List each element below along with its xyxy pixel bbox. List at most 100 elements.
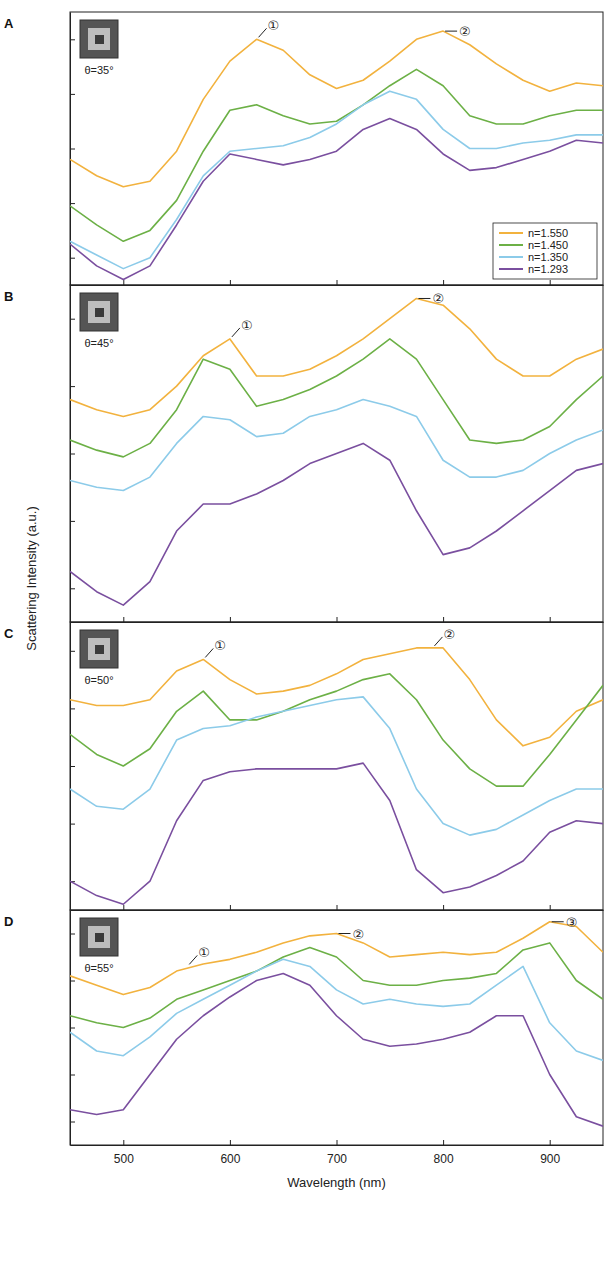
inset: θ=50° xyxy=(80,630,118,686)
peak-annotation: ① xyxy=(205,638,226,657)
y-axis-title: Scattering Intensity (a.u.) xyxy=(24,506,39,651)
y-tick xyxy=(70,319,75,320)
x-tick-mark xyxy=(123,280,124,285)
y-tick xyxy=(70,454,75,455)
plot-area xyxy=(70,31,603,279)
x-tick xyxy=(443,280,444,285)
legend: n=1.550n=1.450n=1.350n=1.293 xyxy=(493,223,597,279)
x-tick xyxy=(337,280,338,285)
inset-core xyxy=(95,35,104,44)
series-line xyxy=(70,973,603,1126)
y-tick xyxy=(70,708,75,709)
annotation-label: ① xyxy=(214,638,226,653)
x-tick xyxy=(550,280,551,285)
inset-label: θ=35° xyxy=(84,64,113,76)
y-tick xyxy=(70,651,75,652)
legend-swatch xyxy=(499,268,523,270)
x-tick-label: 900 xyxy=(540,1152,560,1166)
panel: θ=45°①② xyxy=(70,285,604,623)
x-axis: 500600700800900 xyxy=(71,1140,604,1166)
panel-letter: D xyxy=(4,914,13,929)
inset-image xyxy=(80,630,118,668)
plot-frame xyxy=(70,910,603,1145)
x-tick-mark xyxy=(443,905,444,910)
y-tick xyxy=(70,588,75,589)
y-tick xyxy=(70,521,75,522)
y-tick-mark xyxy=(70,651,75,652)
x-tick-mark xyxy=(443,280,444,285)
y-tick-mark xyxy=(70,203,75,204)
legend-label: n=1.550 xyxy=(528,227,568,239)
x-tick-mark xyxy=(550,617,551,622)
x-tick-mark xyxy=(230,905,231,910)
peak-annotation: ③ xyxy=(552,915,578,930)
series-line xyxy=(70,31,603,187)
x-tick xyxy=(443,617,444,622)
y-tick-mark xyxy=(70,708,75,709)
x-tick-mark xyxy=(230,1140,231,1145)
annotation-label: ① xyxy=(241,318,253,333)
x-tick-mark xyxy=(550,905,551,910)
x-tick xyxy=(123,617,124,622)
x-tick-mark xyxy=(337,1140,338,1145)
y-tick xyxy=(70,934,75,935)
x-tick-mark xyxy=(550,280,551,285)
y-tick-mark xyxy=(70,94,75,95)
x-axis-title: Wavelength (nm) xyxy=(287,1175,386,1190)
peak-annotation: ① xyxy=(232,318,253,337)
y-tick-mark xyxy=(70,766,75,767)
x-tick-label: 700 xyxy=(327,1152,347,1166)
annotation-leader xyxy=(434,637,442,646)
inset-particle xyxy=(88,638,110,660)
legend-label: n=1.293 xyxy=(528,263,568,275)
legend-swatch xyxy=(499,232,523,234)
x-tick xyxy=(337,617,338,622)
y-tick-mark xyxy=(70,1075,75,1076)
inset: θ=35° xyxy=(80,20,118,76)
annotation-leader xyxy=(189,955,197,964)
series-line xyxy=(70,959,603,1060)
x-tick-mark xyxy=(550,1140,551,1145)
x-tick xyxy=(337,905,338,910)
annotation-leader xyxy=(259,28,267,37)
x-tick-mark xyxy=(230,617,231,622)
x-tick xyxy=(230,617,231,622)
inset: θ=55° xyxy=(80,918,118,974)
series-line xyxy=(70,339,603,457)
y-tick-mark xyxy=(70,1028,75,1029)
inset-particle xyxy=(88,28,110,50)
y-tick-mark xyxy=(70,1122,75,1123)
annotation-leader xyxy=(232,328,240,337)
annotation-label: ① xyxy=(268,18,280,33)
plot-area xyxy=(70,298,603,605)
y-tick-mark xyxy=(70,39,75,40)
x-tick xyxy=(443,905,444,910)
y-tick xyxy=(70,386,75,387)
x-tick xyxy=(123,905,124,910)
y-tick-mark xyxy=(70,149,75,150)
panel: 500600700800900θ=55°①②③ xyxy=(70,910,604,1166)
legend-label: n=1.350 xyxy=(528,251,568,263)
annotation-label: ① xyxy=(198,945,210,960)
y-tick-mark xyxy=(70,934,75,935)
legend-swatch xyxy=(499,244,523,246)
chart: Scattering Intensity (a.u.)θ=35°①②n=1.55… xyxy=(0,0,611,1262)
annotation-leader xyxy=(445,31,457,32)
y-axis xyxy=(70,623,75,911)
inset-particle xyxy=(88,301,110,323)
inset-image xyxy=(80,293,118,331)
y-tick xyxy=(70,824,75,825)
panel-letter: C xyxy=(4,626,14,641)
x-tick-mark xyxy=(337,617,338,622)
series-line xyxy=(70,118,603,279)
annotation-leader xyxy=(552,921,564,922)
x-tick-mark xyxy=(443,617,444,622)
y-tick-mark xyxy=(70,454,75,455)
legend-box xyxy=(493,223,597,279)
y-tick xyxy=(70,94,75,95)
inset-label: θ=55° xyxy=(84,962,113,974)
y-tick xyxy=(70,39,75,40)
y-tick xyxy=(70,766,75,767)
series-line xyxy=(70,763,603,904)
panel: θ=35°①②n=1.550n=1.450n=1.350n=1.293 xyxy=(70,12,604,286)
